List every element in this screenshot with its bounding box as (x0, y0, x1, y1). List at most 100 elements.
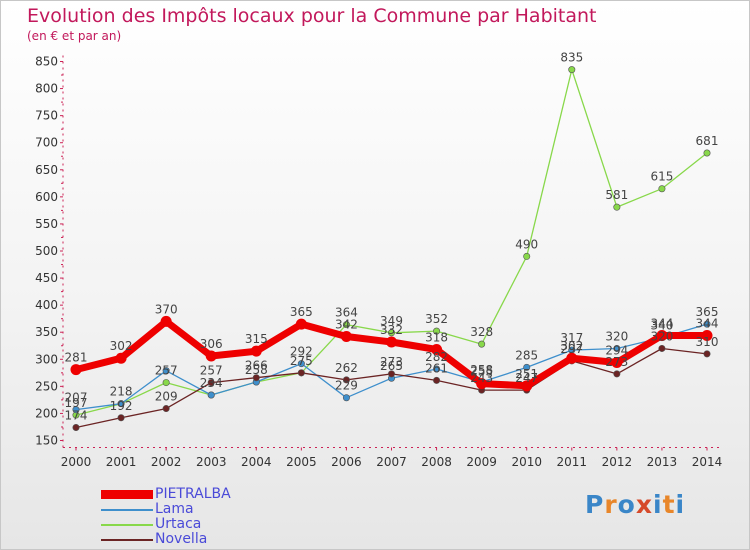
data-label-lama: 320 (605, 329, 628, 343)
y-tick-label: 200 (35, 406, 58, 420)
data-point-pietralba (656, 329, 668, 341)
x-tick-label: 2011 (557, 455, 588, 469)
data-label-lama: 229 (335, 379, 358, 393)
data-label-urtaca: 615 (650, 170, 673, 184)
data-label-pietralba: 365 (290, 305, 313, 319)
legend-label-urtaca: Urtaca (155, 516, 202, 532)
data-point-pietralba (431, 344, 443, 356)
data-label-urtaca: 835 (560, 51, 583, 65)
y-tick-label: 150 (35, 434, 58, 448)
x-tick-label: 2000 (61, 455, 92, 469)
data-point-lama (117, 400, 125, 408)
data-label-pietralba: 344 (696, 316, 719, 330)
data-label-novella: 262 (335, 361, 358, 375)
data-label-lama: 340 (650, 319, 673, 333)
legend-label-pietralba: PIETRALBA (155, 486, 231, 502)
data-label-pietralba: 318 (425, 331, 448, 345)
data-label-pietralba: 344 (650, 316, 673, 330)
data-label-novella: 209 (155, 390, 178, 404)
data-label-lama: 218 (110, 385, 133, 399)
y-tick-label: 350 (35, 325, 58, 339)
data-label-lama: 317 (560, 331, 583, 345)
legend-swatch-urtaca (101, 524, 153, 526)
data-label-pietralba: 342 (335, 318, 358, 332)
data-point-novella (342, 376, 350, 384)
data-point-urtaca (613, 203, 621, 211)
data-point-urtaca (433, 327, 441, 335)
data-point-lama (433, 365, 441, 373)
x-tick-label: 2009 (466, 455, 497, 469)
y-tick-label: 550 (35, 217, 58, 231)
data-label-novella: 243 (470, 371, 493, 385)
data-point-urtaca (568, 66, 576, 74)
data-point-novella (613, 370, 621, 378)
y-tick-label: 300 (35, 352, 58, 366)
data-point-pietralba (611, 357, 623, 369)
x-tick-label: 2008 (421, 455, 452, 469)
x-tick-label: 2012 (602, 455, 633, 469)
data-point-urtaca (387, 329, 395, 337)
data-label-pietralba: 255 (470, 365, 493, 379)
x-tick-label: 2013 (647, 455, 678, 469)
data-point-novella (207, 379, 215, 387)
data-point-lama (703, 320, 711, 328)
data-label-urtaca: 581 (605, 188, 628, 202)
data-label-lama: 258 (470, 363, 493, 377)
y-tick-label: 600 (35, 190, 58, 204)
data-point-urtaca (703, 149, 711, 157)
data-point-pietralba (205, 350, 217, 362)
data-label-lama: 285 (515, 348, 538, 362)
data-point-pietralba (340, 331, 352, 343)
data-point-lama (162, 367, 170, 375)
data-label-lama: 258 (245, 363, 268, 377)
x-tick-label: 2006 (331, 455, 362, 469)
data-point-lama (613, 344, 621, 352)
y-tick-label: 400 (35, 298, 58, 312)
y-tick-label: 800 (35, 82, 58, 96)
data-point-urtaca (478, 340, 486, 348)
chart-title: Evolution des Impôts locaux pour la Comm… (27, 5, 597, 27)
x-tick-label: 2001 (106, 455, 137, 469)
data-point-novella (703, 350, 711, 358)
data-label-pietralba: 294 (605, 344, 628, 358)
data-point-novella (72, 424, 80, 432)
y-tick-label: 850 (35, 55, 58, 69)
logo-letter: t (662, 490, 676, 519)
data-label-pietralba: 302 (110, 339, 133, 353)
data-label-novella: 266 (245, 359, 268, 373)
chart-subtitle: (en € et par an) (27, 29, 122, 43)
legend-label-novella: Novella (155, 531, 208, 547)
data-point-pietralba (250, 345, 262, 357)
y-tick-label: 750 (35, 109, 58, 123)
data-label-lama: 234 (200, 376, 223, 390)
data-label-urtaca: 681 (696, 134, 719, 148)
data-label-lama: 265 (380, 359, 403, 373)
data-point-urtaca (658, 185, 666, 193)
data-point-novella (297, 369, 305, 377)
y-tick-label: 500 (35, 244, 58, 258)
data-point-pietralba (386, 336, 397, 348)
data-label-lama: 365 (696, 305, 719, 319)
data-label-novella: 297 (560, 342, 583, 356)
data-point-pietralba (701, 329, 713, 341)
x-tick-label: 2007 (376, 455, 407, 469)
data-point-pietralba (521, 380, 533, 392)
data-label-lama: 207 (65, 391, 88, 405)
data-point-lama (297, 360, 305, 368)
logo-letter: i (675, 490, 686, 519)
data-label-urtaca: 364 (335, 306, 358, 320)
x-tick-label: 2014 (692, 455, 723, 469)
legend-swatch-novella (101, 539, 153, 541)
data-label-lama: 292 (290, 345, 313, 359)
data-label-novella: 273 (380, 355, 403, 369)
x-tick-label: 2002 (151, 455, 182, 469)
data-point-pietralba (115, 352, 127, 364)
data-label-pietralba: 302 (560, 339, 583, 353)
logo-letter: o (617, 490, 636, 519)
data-label-urtaca: 490 (515, 237, 538, 251)
data-point-novella (433, 376, 441, 384)
y-tick-label: 700 (35, 136, 58, 150)
data-label-pietralba: 315 (245, 332, 268, 346)
